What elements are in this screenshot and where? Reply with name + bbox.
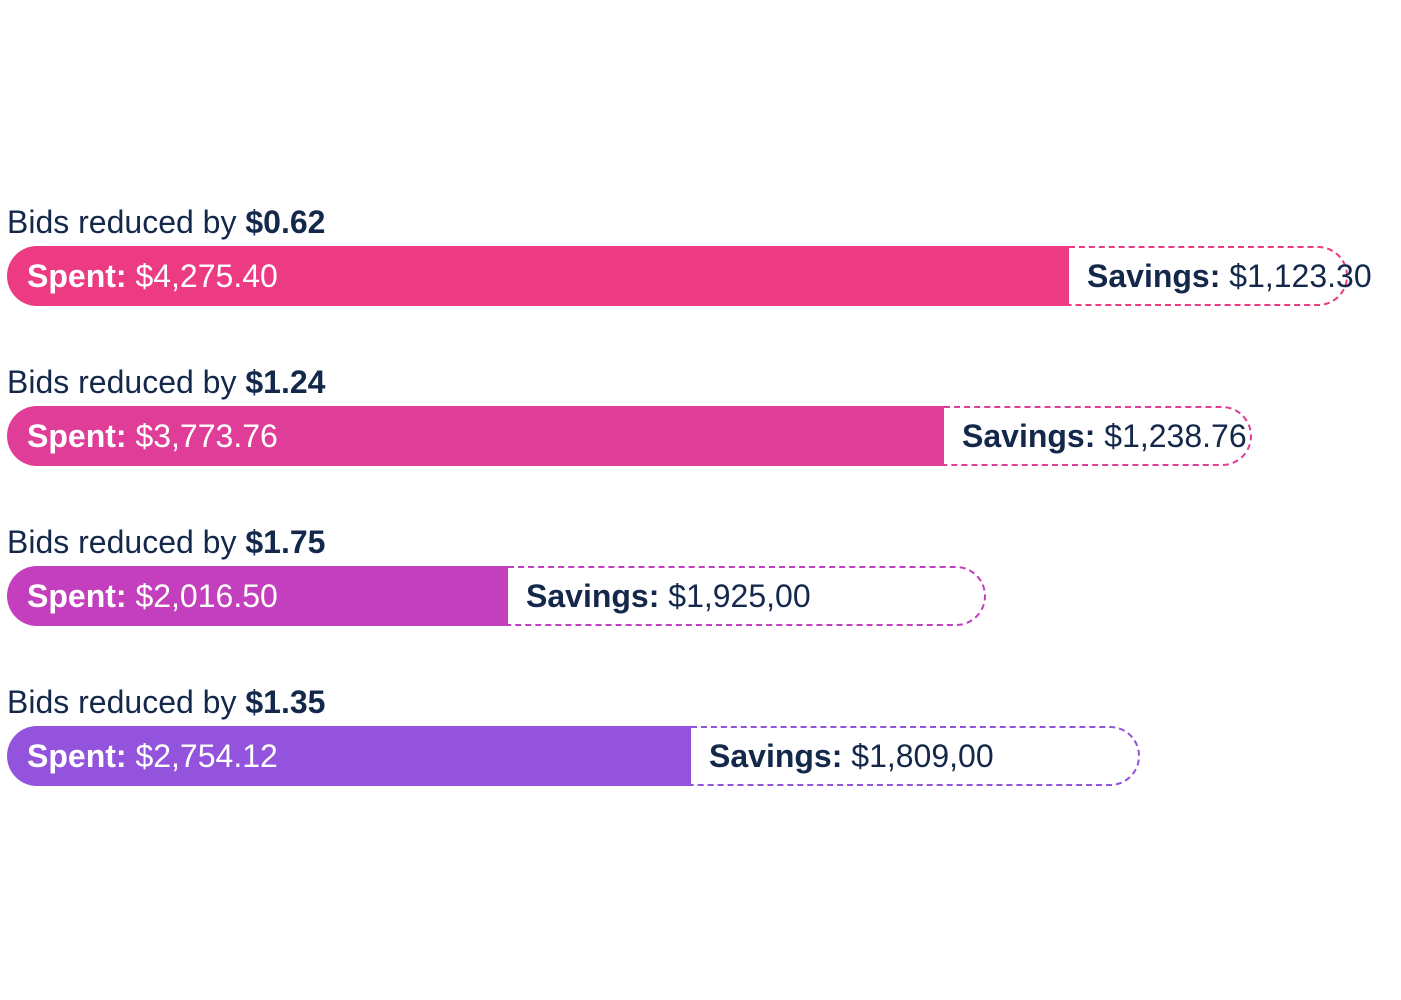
spent-bar: [7, 726, 691, 786]
savings-bar: [508, 566, 986, 626]
spent-value: Spent: $4,275.40: [27, 246, 278, 306]
row-title: Bids reduced by $1.24: [7, 362, 325, 402]
spent-label: Spent:: [27, 418, 127, 454]
spent-amount: $4,275.40: [135, 258, 278, 294]
spent-amount: $2,754.12: [135, 738, 278, 774]
savings-label: Savings:: [1087, 258, 1221, 294]
title-prefix: Bids reduced by: [7, 684, 246, 720]
savings-amount: $1,238.76: [1104, 418, 1247, 454]
reduction-amount: $1.75: [245, 524, 326, 560]
reduction-amount: $1.24: [245, 364, 326, 400]
savings-value: Savings: $1,123.30: [1087, 246, 1372, 306]
spent-bar: [7, 246, 1069, 306]
spent-value: Spent: $2,016.50: [27, 566, 278, 626]
spent-label: Spent:: [27, 578, 127, 614]
title-prefix: Bids reduced by: [7, 204, 246, 240]
reduction-amount: $0.62: [245, 204, 326, 240]
spent-label: Spent:: [27, 258, 127, 294]
savings-value: Savings: $1,238.76: [962, 406, 1247, 466]
title-prefix: Bids reduced by: [7, 364, 246, 400]
spent-amount: $3,773.76: [135, 418, 278, 454]
savings-bar: [944, 406, 1252, 466]
row-title: Bids reduced by $0.62: [7, 202, 325, 242]
row-title: Bids reduced by $1.35: [7, 682, 325, 722]
reduction-amount: $1.35: [245, 684, 326, 720]
spent-value: Spent: $3,773.76: [27, 406, 278, 466]
savings-bar: [691, 726, 1140, 786]
spent-label: Spent:: [27, 738, 127, 774]
title-prefix: Bids reduced by: [7, 524, 246, 560]
savings-amount: $1,123.30: [1229, 258, 1372, 294]
row-title: Bids reduced by $1.75: [7, 522, 325, 562]
savings-label: Savings:: [526, 578, 660, 614]
savings-amount: $1,809,00: [851, 738, 994, 774]
savings-bar: [1069, 246, 1348, 306]
spent-bar: [7, 406, 944, 466]
savings-label: Savings:: [709, 738, 843, 774]
spent-bar: [7, 566, 508, 626]
savings-amount: $1,925,00: [668, 578, 811, 614]
spent-amount: $2,016.50: [135, 578, 278, 614]
savings-value: Savings: $1,809,00: [709, 726, 994, 786]
spent-value: Spent: $2,754.12: [27, 726, 278, 786]
savings-label: Savings:: [962, 418, 1096, 454]
savings-value: Savings: $1,925,00: [526, 566, 811, 626]
